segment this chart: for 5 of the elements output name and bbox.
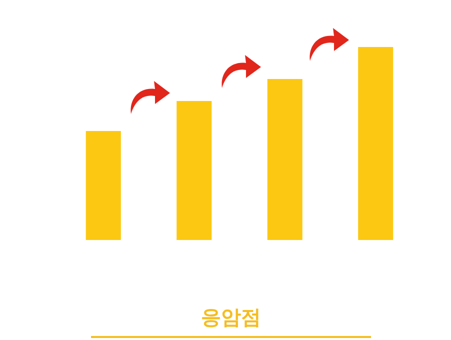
bar <box>267 79 302 240</box>
bar <box>358 47 394 240</box>
text: 응암점 <box>200 304 262 331</box>
bar <box>86 130 121 240</box>
bar <box>176 101 212 240</box>
